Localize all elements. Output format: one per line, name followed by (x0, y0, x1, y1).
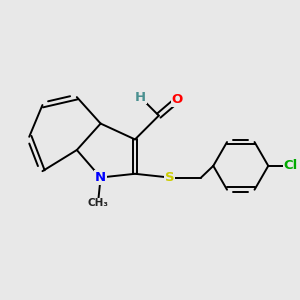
Text: N: N (95, 171, 106, 184)
Text: H: H (135, 91, 146, 103)
Text: S: S (165, 171, 174, 184)
Text: CH₃: CH₃ (88, 198, 109, 208)
Text: O: O (172, 93, 183, 106)
Text: Cl: Cl (284, 159, 298, 172)
